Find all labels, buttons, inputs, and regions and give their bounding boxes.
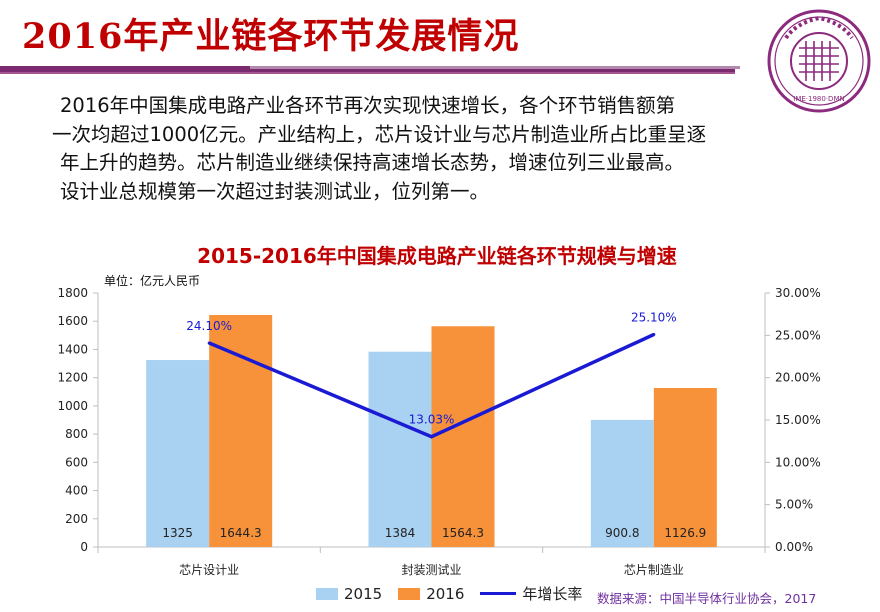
legend-item-2016: 2016 xyxy=(398,585,464,603)
x-tick-label: 芯片设计业 xyxy=(179,563,239,577)
growth-rate-label: 25.10% xyxy=(631,310,677,324)
y-tick-label: 0 xyxy=(80,540,88,554)
growth-rate-point xyxy=(430,435,433,439)
legend-swatch-growth xyxy=(480,592,517,595)
chart-legend: 2015 2016 年增长率 xyxy=(316,583,598,604)
y2-tick-label: 20.00% xyxy=(775,371,821,385)
x-tick-label: 芯片制造业 xyxy=(624,563,684,577)
bar-2016 xyxy=(653,387,717,547)
growth-rate-point xyxy=(652,332,656,336)
legend-label-growth: 年增长率 xyxy=(522,585,583,603)
y-tick-label: 400 xyxy=(65,484,88,498)
y2-tick-label: 0.00% xyxy=(775,540,813,554)
summary-paragraph: 2016年中国集成电路产业各环节再次实现快速增长，各个环节销售额第 一次均超过1… xyxy=(52,92,800,206)
bar-2015 xyxy=(368,351,432,547)
bar-2016 xyxy=(209,314,273,547)
university-seal-logo: IME·1980·DMN xyxy=(767,9,871,113)
bar-value-label: 1384 xyxy=(385,526,416,540)
bar-value-label: 1126.9 xyxy=(664,526,706,540)
paragraph-line: 一次均超过1000亿元。产业结构上，芯片设计业与芯片制造业所占比重呈逐 xyxy=(52,122,707,146)
y-tick-label: 1200 xyxy=(57,371,88,385)
bar-value-label: 1644.3 xyxy=(220,526,262,540)
title-underline-thin xyxy=(250,66,740,69)
y2-tick-label: 30.00% xyxy=(775,286,821,300)
y2-tick-label: 10.00% xyxy=(775,455,821,469)
legend-item-2015: 2015 xyxy=(316,585,382,603)
unit-label: 单位：亿元人民币 xyxy=(104,273,200,288)
title-underline xyxy=(0,66,735,76)
growth-rate-label: 24.10% xyxy=(186,319,232,333)
bar-2015 xyxy=(590,419,654,547)
bar-value-label: 1325 xyxy=(162,526,193,540)
chart-title: 2015-2016年中国集成电路产业链各环节规模与增速 xyxy=(197,244,677,268)
paragraph-line: 年上升的趋势。芯片制造业继续保持高速增长态势，增速位列三业最高。 xyxy=(60,151,685,174)
y2-tick-label: 25.00% xyxy=(775,328,821,342)
page-title: 2016年产业链各环节发展情况 xyxy=(22,16,520,57)
legend-swatch-2016 xyxy=(398,587,421,600)
paragraph-line: 2016年中国集成电路产业各环节再次实现快速增长，各个环节销售额第 xyxy=(60,94,676,117)
y-tick-label: 1600 xyxy=(57,314,88,328)
legend-label-2016: 2016 xyxy=(426,584,465,603)
legend-label-2015: 2015 xyxy=(344,584,383,603)
y2-tick-label: 15.00% xyxy=(775,413,821,427)
bar-value-label: 900.8 xyxy=(605,526,639,540)
bar-2016 xyxy=(431,326,495,547)
paragraph-line: 设计业总规模第一次超过封装测试业，位列第一。 xyxy=(60,179,490,203)
legend-swatch-2015 xyxy=(316,587,338,600)
legend-item-growth: 年增长率 xyxy=(480,583,582,604)
y-tick-label: 1000 xyxy=(57,399,88,413)
growth-rate-point xyxy=(207,341,211,345)
data-source-note: 数据来源：中国半导体行业协会，2017 xyxy=(597,591,817,606)
y-tick-label: 800 xyxy=(65,427,88,441)
bar-2015 xyxy=(146,360,210,547)
x-tick-label: 封装测试业 xyxy=(401,562,461,577)
y-tick-label: 1400 xyxy=(57,342,88,356)
bar-value-label: 1564.3 xyxy=(442,526,484,540)
growth-rate-label: 13.03% xyxy=(409,413,455,427)
y-tick-label: 200 xyxy=(65,512,88,526)
y-tick-label: 600 xyxy=(65,455,88,469)
seal-text: IME·1980·DMN xyxy=(793,95,844,103)
y2-tick-label: 5.00% xyxy=(775,498,813,512)
y-tick-label: 1800 xyxy=(57,286,88,300)
